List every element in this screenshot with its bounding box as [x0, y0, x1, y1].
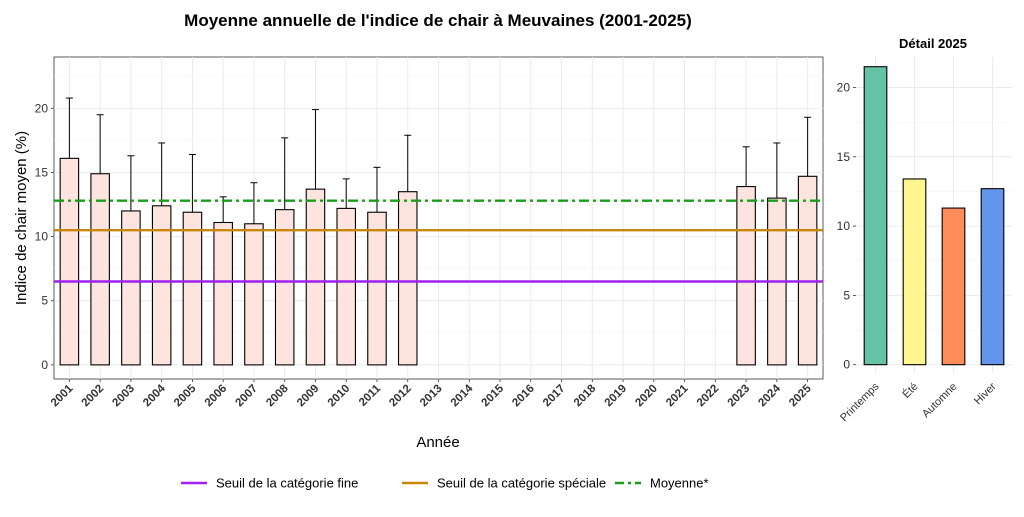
x-tick-label: 2007: [233, 383, 260, 410]
x-tick-label: 2006: [203, 383, 230, 410]
bar-2025: [797, 175, 818, 366]
x-tick-label: 2005: [172, 382, 199, 409]
bar-2008: [274, 209, 295, 366]
y-tick-label: 15: [35, 165, 49, 179]
x-tick-label: 2021: [664, 382, 691, 409]
y-axis-label: Indice de chair moyen (%): [13, 131, 30, 305]
main-title: Moyenne annuelle de l'indice de chair à …: [184, 11, 692, 30]
x-axis-label: Année: [416, 434, 459, 451]
error-bar-2005: [188, 153, 196, 213]
x-tick-label: 2019: [603, 383, 630, 410]
error-bar-2008: [281, 137, 289, 210]
bar-2006: [213, 221, 233, 366]
x-tick-label: 2017: [541, 383, 568, 410]
bar-2007: [244, 223, 264, 366]
main-reference-lines: [54, 199, 823, 283]
x-tick-label: 2015: [480, 382, 507, 409]
x-tick-label: 2010: [326, 383, 353, 410]
season-bar-4: [980, 188, 1005, 366]
x-tick-label: 2025: [787, 382, 814, 409]
x-tick-label: 2004: [141, 382, 168, 409]
bar-2009: [305, 188, 326, 366]
y-tick-label: 15: [837, 150, 851, 164]
season-bar-2: [902, 178, 927, 366]
error-bar-2012: [404, 134, 412, 192]
y-tick-label: 0: [41, 358, 48, 372]
x-tick-label: 2018: [572, 382, 599, 409]
error-bar-2010: [342, 178, 350, 209]
bar-2011: [367, 211, 387, 366]
x-tick-label: Hiver: [972, 380, 999, 407]
x-tick-label: 2024: [756, 382, 783, 409]
legend-label: Seuil de la catégorie fine: [216, 476, 358, 491]
main-y-ticks: 0 5 10 15 20: [35, 101, 54, 372]
x-tick-label: 2016: [510, 383, 537, 410]
x-tick-label: 2022: [695, 383, 722, 410]
legend-label: Seuil de la catégorie spéciale: [437, 476, 606, 491]
bar-2001: [59, 157, 80, 366]
legend-item-3: Moyenne*: [615, 476, 709, 491]
bar-2005: [182, 211, 203, 366]
error-bar-2007: [250, 182, 258, 224]
y-tick-label: 5: [41, 294, 48, 308]
detail-title: Détail 2025: [899, 36, 967, 51]
error-bar-2004: [158, 142, 166, 206]
y-tick-label: 20: [35, 101, 49, 115]
season-bar-1: [863, 66, 888, 366]
season-bar-3: [941, 207, 966, 366]
error-bar-2024: [773, 142, 781, 199]
bar-2002: [90, 173, 110, 366]
x-tick-label: 2012: [387, 383, 414, 410]
y-tick-label: 10: [35, 230, 49, 244]
error-bar-2003: [127, 155, 135, 211]
error-bar-2009: [311, 109, 319, 190]
bar-2010: [336, 207, 356, 366]
x-tick-label: 2014: [449, 382, 476, 409]
legend-label: Moyenne*: [650, 476, 709, 491]
legend: Seuil de la catégorie fine Seuil de la ca…: [181, 476, 709, 491]
detail-x-ticks: Printemps Été Automne Hiver: [838, 380, 999, 424]
error-bar-2002: [96, 114, 104, 174]
y-tick-label: 5: [843, 288, 850, 302]
error-bar-2023: [742, 146, 750, 187]
main-x-ticks: 2001 2002 2003 2004 2005 2006 2007 2008 2009 2010…: [49, 379, 814, 409]
legend-item-2: Seuil de la catégorie spéciale: [402, 476, 606, 491]
detail-bars: [863, 66, 1005, 366]
bar-2023: [736, 186, 756, 366]
detail-y-ticks: 0 5 10 15 20: [837, 80, 856, 372]
legend-item-1: Seuil de la catégorie fine: [181, 476, 358, 491]
x-tick-label: 2009: [295, 383, 322, 410]
bar-2003: [121, 210, 141, 366]
y-tick-label: 10: [837, 219, 851, 233]
error-bar-2025: [804, 116, 812, 177]
error-bar-2011: [373, 166, 381, 213]
x-tick-label: Été: [900, 380, 921, 401]
x-tick-label: Automne: [920, 381, 960, 421]
x-tick-label: 2002: [80, 383, 107, 410]
x-tick-label: 2001: [49, 382, 76, 409]
y-tick-label: 0: [843, 358, 850, 372]
x-tick-label: 2020: [633, 383, 660, 410]
main-error-bars: [65, 97, 812, 224]
x-tick-label: 2003: [110, 383, 137, 410]
detail-panel: 0 5 10 15 20 Printemps Été Automne Hiver: [837, 57, 1012, 424]
x-tick-label: Printemps: [838, 380, 882, 424]
x-tick-label: 2011: [357, 382, 384, 409]
bar-2012: [397, 191, 418, 366]
x-tick-label: 2023: [726, 383, 753, 410]
error-bar-2001: [65, 97, 73, 159]
y-tick-label: 20: [837, 80, 851, 94]
x-tick-label: 2013: [418, 383, 445, 410]
x-tick-label: 2008: [264, 382, 291, 409]
